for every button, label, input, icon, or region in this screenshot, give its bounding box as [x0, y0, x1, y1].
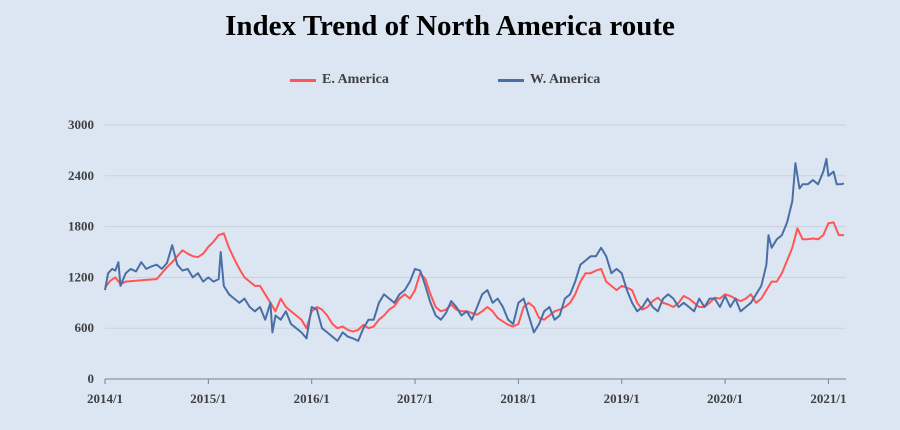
legend-item-e-america: E. America [290, 72, 389, 88]
y-tick-label: 1200 [68, 269, 94, 284]
x-tick-label: 2015/1 [190, 391, 226, 406]
series-line-w-america [104, 157, 845, 342]
y-tick-label: 600 [75, 320, 95, 335]
series-line-e-america [104, 221, 844, 333]
x-tick-label: 2019/1 [604, 391, 640, 406]
y-tick-label: 1800 [68, 219, 94, 234]
legend-swatch-e-america [290, 78, 316, 82]
y-tick-label: 3000 [68, 117, 94, 132]
legend-swatch-w-america [498, 78, 524, 82]
x-tick-label: 2014/1 [87, 391, 123, 406]
chart-title: Index Trend of North America route [225, 10, 675, 42]
x-tick-label: 2017/1 [397, 391, 433, 406]
y-tick-label: 0 [88, 371, 95, 386]
legend: E. America W. America [0, 72, 900, 92]
x-tick-label: 2020/1 [707, 391, 743, 406]
y-tick-label: 2400 [68, 168, 94, 183]
legend-label-w-america: W. America [530, 72, 601, 87]
legend-label-e-america: E. America [322, 72, 389, 87]
x-tick-label: 2016/1 [294, 391, 330, 406]
x-tick-label: 2021/1 [810, 391, 846, 406]
x-tick-label: 2018/1 [500, 391, 536, 406]
legend-item-w-america: W. America [498, 72, 600, 88]
